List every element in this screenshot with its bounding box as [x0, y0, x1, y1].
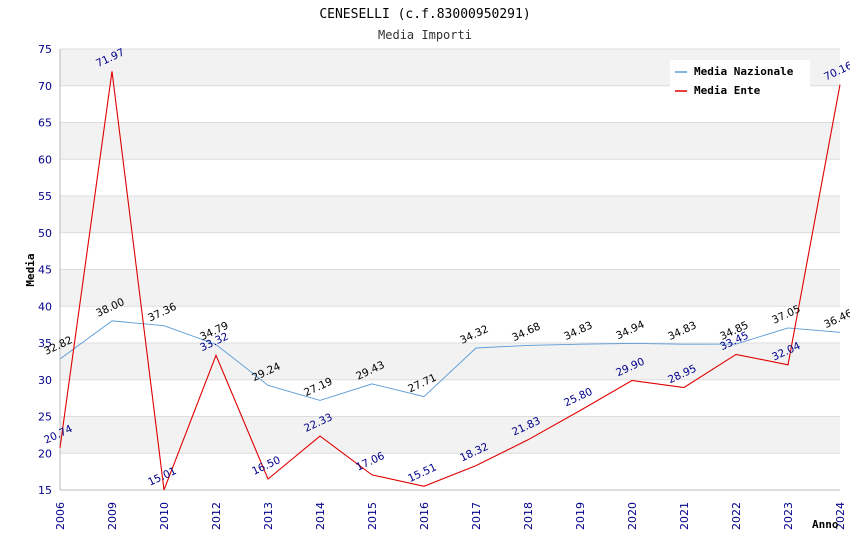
y-tick-label: 30 — [38, 374, 52, 387]
y-tick-label: 55 — [38, 190, 52, 203]
x-tick-label: 2010 — [158, 502, 171, 530]
x-tick-label: 2009 — [106, 502, 119, 530]
y-tick-label: 45 — [38, 264, 52, 277]
grid-band — [60, 196, 840, 233]
y-tick-label: 65 — [38, 117, 52, 130]
grid-band — [60, 232, 840, 270]
grid-band — [60, 122, 840, 160]
y-tick-label: 60 — [38, 153, 52, 166]
x-tick-label: 2022 — [730, 502, 743, 530]
legend-label-ente: Media Ente — [694, 84, 761, 97]
x-tick-label: 2015 — [366, 502, 379, 530]
y-tick-label: 40 — [38, 300, 52, 313]
y-tick-label: 25 — [38, 411, 52, 424]
x-tick-label: 2012 — [210, 502, 223, 530]
y-tick-label: 15 — [38, 484, 52, 497]
x-tick-label: 2014 — [314, 502, 327, 530]
x-tick-label: 2021 — [678, 502, 691, 530]
x-tick-label: 2016 — [418, 502, 431, 530]
y-tick-label: 35 — [38, 337, 52, 350]
x-tick-label: 2017 — [470, 502, 483, 530]
grid-band — [60, 159, 840, 196]
x-tick-label: 2024 — [834, 502, 847, 530]
series-line-media-ente — [59, 71, 841, 491]
x-tick-label: 2023 — [782, 502, 795, 530]
grid-band — [60, 269, 840, 307]
legend-box — [670, 60, 810, 100]
grid-band — [60, 306, 840, 343]
y-axis-label: Media — [24, 253, 37, 286]
chart-subtitle: Media Importi — [378, 28, 472, 42]
grid-band — [60, 343, 840, 380]
x-tick-label: 2013 — [262, 502, 275, 530]
x-tick-label: 2006 — [54, 502, 67, 530]
x-tick-label: 2019 — [574, 502, 587, 530]
y-tick-label: 50 — [38, 227, 52, 240]
x-axis-label: Anno — [812, 518, 839, 531]
legend-label-nazionale: Media Nazionale — [694, 65, 794, 78]
grid-band — [60, 453, 840, 490]
grid-band — [60, 379, 840, 417]
x-tick-label: 2018 — [522, 502, 535, 530]
series-line-media-nazionale — [59, 320, 841, 401]
legend: Media Nazionale Media Ente — [670, 60, 810, 100]
x-tick-label: 2020 — [626, 502, 639, 530]
grid-band — [60, 416, 840, 454]
y-tick-label: 70 — [38, 80, 52, 93]
chart-title: CENESELLI (c.f.83000950291) — [319, 7, 530, 22]
y-tick-label: 75 — [38, 43, 52, 56]
y-tick-label: 20 — [38, 447, 52, 460]
